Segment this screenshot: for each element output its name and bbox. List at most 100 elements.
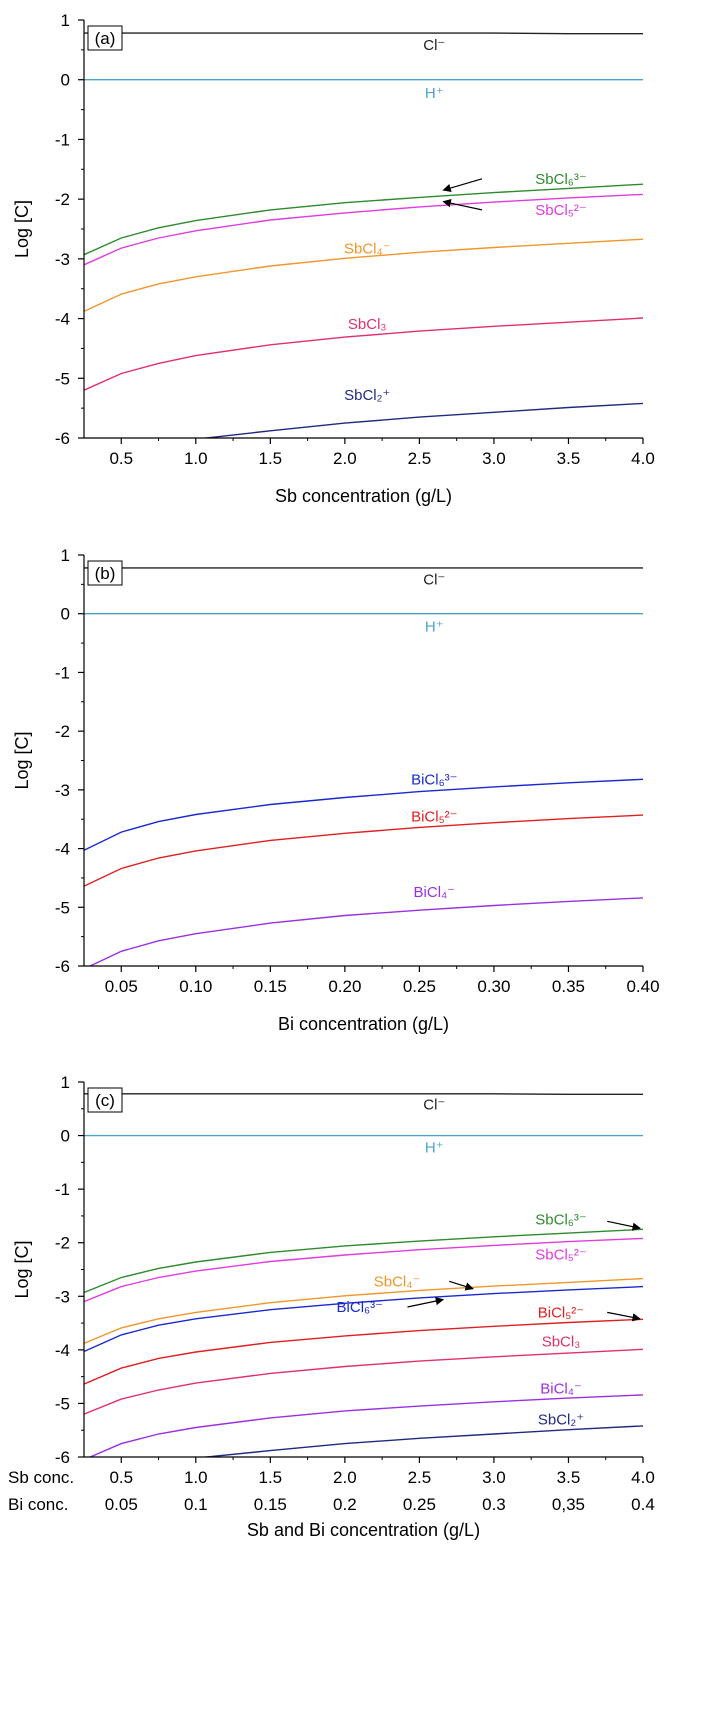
chart-panel-2: 1 0 -1 -2 -3 -4 -5 -6 0.05 0.10 0.15 0.20 0.25 0.30 0.…: [12, 546, 660, 1034]
series-line-3: [84, 778, 643, 851]
panel-label: (c): [95, 1091, 115, 1110]
series-label: SbCl₂⁺: [344, 387, 390, 404]
series-label: Cl⁻: [423, 572, 445, 589]
y-tick-label: -4: [55, 840, 70, 859]
y-tick-label: 1: [61, 546, 70, 565]
x-row-label-sb: Sb conc.: [8, 1468, 74, 1487]
x-tick-label-secondary: 0.4: [631, 1495, 655, 1514]
y-tick-label: -4: [55, 1341, 70, 1360]
x-tick-label: 0.15: [254, 977, 287, 996]
x-tick-label: 4.0: [631, 1468, 655, 1487]
x-tick-label-secondary: 0.2: [333, 1495, 357, 1514]
series-label: SbCl₅²⁻: [535, 1247, 586, 1264]
series-line-7: [84, 1318, 643, 1385]
series-label: Cl⁻: [423, 37, 445, 54]
series-group: [84, 32, 643, 438]
leader-arrow: [607, 1220, 641, 1231]
x-tick-label: 0.05: [105, 977, 138, 996]
series-line-4: [84, 1237, 643, 1303]
y-tick-label: -1: [55, 1180, 70, 1199]
x-tick-label: 0.20: [328, 977, 361, 996]
x-tick-label-secondary: 0.05: [105, 1495, 138, 1514]
series-group: [84, 1093, 643, 1457]
x-tick-label-secondary: 0.25: [403, 1495, 436, 1514]
series-label: SbCl₂⁺: [538, 1412, 584, 1429]
x-tick-label: 0.5: [109, 449, 133, 468]
leader-arrow: [607, 1311, 641, 1322]
series-line-7: [200, 402, 643, 438]
x-tick-label: 3.5: [557, 449, 581, 468]
y-tick-label: -2: [55, 190, 70, 209]
x-tick-label: 0.35: [552, 977, 585, 996]
y-tick-label: 0: [61, 605, 70, 624]
y-tick-label: -2: [55, 722, 70, 741]
x-tick-label: 1.0: [184, 449, 208, 468]
series-line-6: [84, 317, 643, 391]
panel-label: (b): [95, 564, 116, 583]
y-axis-title: Log [C]: [12, 1240, 32, 1298]
chart-panel-1: 1 0 -1 -2 -3 -4 -5 -6 0.5 1.0 1.5 2.0 2.5 3.0 3.5 4.0 Sb…: [12, 11, 655, 506]
x-tick-label: 0.5: [109, 1468, 133, 1487]
y-axis-title: Log [C]: [12, 731, 32, 789]
chart-panel-3: 1 0 -1 -2 -3 -4 -5 -6 0.5 0.05 1.0 0.1 1.5 0.15 2.0 0.2…: [8, 1073, 655, 1540]
series-line-6: [84, 1285, 643, 1353]
leader-arrow: [449, 1280, 474, 1291]
x-tick-label: 0.40: [626, 977, 659, 996]
y-tick-label: -1: [55, 663, 70, 682]
x-tick-label-secondary: 0.15: [254, 1495, 287, 1514]
x-tick-label: 2.0: [333, 449, 357, 468]
x-axis-title: Bi concentration (g/L): [278, 1014, 449, 1034]
y-tick-label: -4: [55, 310, 70, 329]
x-tick-label: 2.5: [408, 449, 432, 468]
y-tick-label: -2: [55, 1234, 70, 1253]
series-label: Cl⁻: [423, 1097, 445, 1114]
series-label: BiCl₄⁻: [540, 1380, 582, 1397]
series-line-1: [84, 1093, 643, 1096]
series-line-9: [88, 1394, 643, 1457]
series-label: SbCl₅²⁻: [535, 202, 586, 219]
series-label: SbCl₆³⁻: [535, 171, 586, 188]
x-tick-label: 3.0: [482, 1468, 506, 1487]
leader-arrow: [407, 1296, 445, 1308]
x-tick-label: 1.5: [259, 1468, 283, 1487]
y-tick-label: -5: [55, 1394, 70, 1413]
x-tick-label: 4.0: [631, 449, 655, 468]
series-line-4: [84, 814, 643, 887]
y-tick-label: -3: [55, 1287, 70, 1306]
x-tick-label: 1.5: [259, 449, 283, 468]
series-line-3: [84, 183, 643, 256]
series-label: SbCl₃: [348, 316, 387, 333]
y-tick-label: -6: [55, 957, 70, 976]
series-label: H⁺: [425, 619, 444, 636]
panel-label-box: [87, 1087, 123, 1113]
series-line-3: [84, 1228, 643, 1294]
y-tick-label: 1: [61, 1073, 70, 1092]
series-label: SbCl₄⁻: [344, 241, 391, 258]
series-line-8: [84, 1348, 643, 1415]
leader-arrow: [442, 178, 483, 193]
series-line-5: [88, 897, 643, 966]
y-tick-label: 0: [61, 1127, 70, 1146]
x-tick-label-secondary: 0,35: [552, 1495, 585, 1514]
series-label: BiCl₅²⁻: [538, 1304, 584, 1321]
y-tick-label: -1: [55, 130, 70, 149]
series-label: BiCl₆³⁻: [411, 771, 457, 788]
series-line-1: [84, 32, 643, 35]
series-group: [84, 567, 643, 966]
series-label: SbCl₄⁻: [374, 1273, 421, 1290]
series-label: BiCl₅²⁻: [411, 808, 457, 825]
leader-arrow: [442, 199, 483, 211]
x-tick-label: 2.5: [408, 1468, 432, 1487]
series-label: H⁺: [425, 1139, 444, 1156]
x-tick-label: 0.25: [403, 977, 436, 996]
x-tick-label: 3.0: [482, 449, 506, 468]
y-axis-title: Log [C]: [12, 200, 32, 258]
x-axis-title: Sb concentration (g/L): [275, 486, 452, 506]
series-line-4: [84, 193, 643, 266]
y-tick-label: -5: [55, 369, 70, 388]
panel-label-box: [87, 25, 123, 51]
y-tick-label: -3: [55, 781, 70, 800]
y-tick-label: 1: [61, 11, 70, 30]
panel-label: (a): [95, 29, 116, 48]
